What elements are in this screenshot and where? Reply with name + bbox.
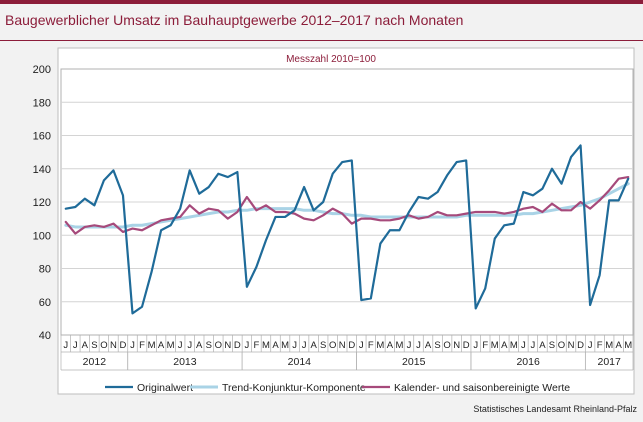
month-tick-label: F xyxy=(368,340,374,351)
month-tick-label: A xyxy=(272,340,279,351)
year-label: 2015 xyxy=(402,356,426,368)
month-tick-label: D xyxy=(348,340,355,351)
month-tick-label: F xyxy=(597,340,603,351)
y-tick-label: 40 xyxy=(39,330,51,342)
month-tick-label: N xyxy=(568,340,575,351)
month-tick-label: N xyxy=(110,340,117,351)
chart-legend: Originalwert Trend-Konjunktur-Komponente K… xyxy=(105,382,570,394)
month-tick-label: A xyxy=(158,340,165,351)
month-tick-label: M xyxy=(395,340,403,351)
month-tick-label: N xyxy=(453,340,460,351)
month-tick-label: M xyxy=(605,340,613,351)
series-line-originalwert xyxy=(64,144,630,315)
month-tick-label: F xyxy=(482,340,488,351)
month-tick-label: A xyxy=(82,340,89,351)
month-tick-label: A xyxy=(310,340,317,351)
month-tick-label: M xyxy=(376,340,384,351)
month-tick-label: J xyxy=(521,340,526,351)
y-tick-label: 140 xyxy=(33,164,51,176)
chart-subtitle: Messzahl 2010=100 xyxy=(286,54,376,65)
month-tick-label: J xyxy=(63,340,68,351)
month-tick-label: M xyxy=(624,340,632,351)
month-tick-label: A xyxy=(196,340,203,351)
y-tick-label: 180 xyxy=(33,97,51,109)
month-tick-label: O xyxy=(100,340,107,351)
month-tick-label: M xyxy=(281,340,289,351)
month-tick-label: J xyxy=(73,340,78,351)
month-tick-label: F xyxy=(139,340,145,351)
month-tick-label: J xyxy=(407,340,412,351)
page-title: Baugewerblicher Umsatz im Bauhauptgewerb… xyxy=(5,12,464,28)
month-tick-label: O xyxy=(443,340,450,351)
month-tick-label: J xyxy=(245,340,250,351)
year-label: 2017 xyxy=(597,356,621,368)
month-tick-label: J xyxy=(473,340,478,351)
month-tick-label: J xyxy=(187,340,192,351)
month-tick-label: A xyxy=(387,340,394,351)
month-tick-label: M xyxy=(510,340,518,351)
month-tick-label: D xyxy=(463,340,470,351)
year-label: 2013 xyxy=(173,356,197,368)
month-tick-label: J xyxy=(292,340,297,351)
month-tick-label: S xyxy=(320,340,326,351)
y-tick-label: 120 xyxy=(33,197,51,209)
year-label: 2016 xyxy=(516,356,540,368)
month-tick-label: A xyxy=(425,340,432,351)
month-tick-label: S xyxy=(206,340,212,351)
y-tick-label: 60 xyxy=(39,297,51,309)
month-tick-label: O xyxy=(329,340,336,351)
month-tick-label: M xyxy=(491,340,499,351)
header-accent-bar xyxy=(0,0,643,4)
month-tick-label: O xyxy=(558,340,565,351)
month-tick-label: F xyxy=(254,340,260,351)
month-tick-label: J xyxy=(130,340,135,351)
month-tick-label: J xyxy=(588,340,593,351)
year-label: 2014 xyxy=(288,356,312,368)
header-divider xyxy=(0,40,643,41)
month-tick-label: O xyxy=(215,340,222,351)
y-tick-label: 160 xyxy=(33,131,51,143)
month-tick-label: N xyxy=(224,340,231,351)
month-tick-label: J xyxy=(302,340,307,351)
month-tick-label: A xyxy=(616,340,623,351)
month-tick-label: D xyxy=(234,340,241,351)
month-tick-label: J xyxy=(178,340,183,351)
month-tick-label: S xyxy=(91,340,97,351)
month-tick-label: D xyxy=(577,340,584,351)
month-tick-label: M xyxy=(262,340,270,351)
month-tick-label: J xyxy=(359,340,364,351)
legend-label: Originalwert xyxy=(137,382,193,394)
legend-label: Trend-Konjunktur-Komponente xyxy=(222,382,366,394)
legend-label: Kalender- und saisonbereinigte Werte xyxy=(394,382,570,394)
month-tick-label: N xyxy=(339,340,346,351)
month-tick-label: A xyxy=(501,340,508,351)
year-label: 2012 xyxy=(83,356,107,368)
month-tick-label: D xyxy=(120,340,127,351)
month-tick-label: S xyxy=(549,340,555,351)
source-note: Statistisches Landesamt Rheinland-Pfalz xyxy=(473,404,637,414)
month-tick-label: M xyxy=(167,340,175,351)
month-tick-label: J xyxy=(416,340,421,351)
month-tick-label: S xyxy=(434,340,440,351)
month-tick-label: J xyxy=(531,340,536,351)
y-tick-label: 100 xyxy=(33,230,51,242)
y-tick-label: 200 xyxy=(33,64,51,76)
month-tick-label: M xyxy=(148,340,156,351)
y-tick-label: 80 xyxy=(39,264,51,276)
series-line-kalender xyxy=(64,175,630,235)
month-tick-label: A xyxy=(539,340,546,351)
